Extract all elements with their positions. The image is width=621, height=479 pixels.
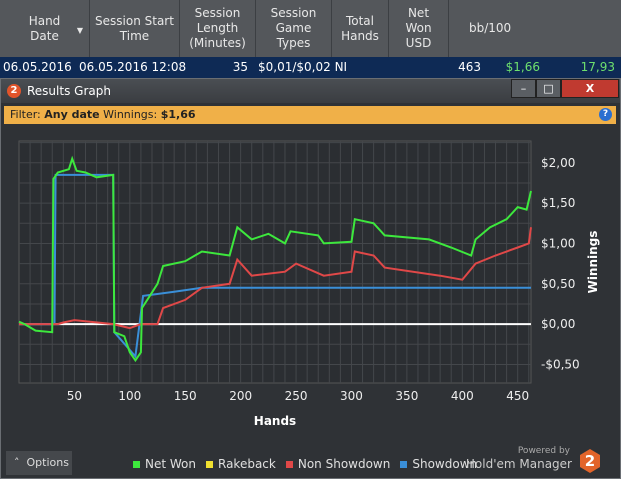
- col-total-hands[interactable]: Total Hands: [332, 0, 389, 57]
- legend-item[interactable]: Rakeback: [206, 457, 276, 471]
- series-line-showdown: [19, 173, 531, 359]
- series-line-net-won: [18, 155, 532, 363]
- legend-item[interactable]: Non Showdown: [285, 457, 390, 471]
- filter-bar: Filter: Any date Winnings: $1,66 ?: [4, 106, 616, 124]
- y-tick-label: $0,50: [541, 277, 575, 291]
- cell-total-hands: 463: [458, 60, 481, 74]
- cell-hand-date: 06.05.2016: [3, 60, 72, 74]
- col-session-start[interactable]: Session Start Time: [90, 0, 180, 57]
- legend-item[interactable]: Showdown: [400, 457, 477, 471]
- legend-swatch: [285, 461, 293, 468]
- window-title: Results Graph: [27, 84, 111, 98]
- hm2-brand-logo: 2: [580, 449, 600, 473]
- legend-item[interactable]: Net Won: [133, 457, 196, 471]
- minimize-button[interactable]: –: [511, 79, 536, 98]
- x-tick-label: 250: [285, 389, 308, 403]
- x-tick-label: 450: [506, 389, 529, 403]
- window-titlebar[interactable]: 2 Results Graph – □ X: [1, 79, 620, 103]
- x-tick-label: 300: [340, 389, 363, 403]
- series-line-non-showdown: [19, 227, 532, 330]
- x-tick-label: 200: [229, 389, 252, 403]
- y-tick-label: $1,50: [541, 196, 575, 210]
- brand-name: Hold'em Manager: [465, 457, 572, 471]
- maximize-button[interactable]: □: [536, 79, 561, 98]
- legend-swatch: [133, 461, 140, 468]
- caret-down-icon: ▼: [76, 26, 83, 35]
- close-button[interactable]: X: [561, 79, 619, 98]
- x-axis-label: Hands: [254, 414, 296, 428]
- col-hand-date[interactable]: Hand Date ▼: [0, 0, 90, 57]
- col-net-won[interactable]: Net Won USD: [389, 0, 449, 57]
- hm2-logo-icon: 2: [7, 84, 21, 98]
- cell-length: 35: [232, 60, 248, 74]
- x-tick-label: 50: [67, 389, 82, 403]
- y-axis-label: Winnings: [586, 231, 600, 294]
- x-tick-label: 150: [174, 389, 197, 403]
- y-tick-label: $0,00: [541, 317, 575, 331]
- results-graph-window: 2 Results Graph – □ X Filter: Any date W…: [0, 78, 621, 479]
- y-tick-label: $1,00: [541, 236, 575, 250]
- col-bb100[interactable]: bb/100: [469, 21, 512, 35]
- x-tick-label: 400: [451, 389, 474, 403]
- table-header: Hand Date ▼ Session Start Time Session Le…: [0, 0, 621, 57]
- plot-area: [18, 140, 532, 384]
- x-tick-label: 350: [395, 389, 418, 403]
- cell-game-types: $0,01/$0,02 NI: [258, 60, 348, 74]
- powered-by: Powered by: [517, 446, 570, 456]
- col-session-length[interactable]: Session Length (Minutes): [180, 0, 256, 57]
- chart-legend: Net Won Rakeback Non Showdown Showdown: [133, 457, 477, 471]
- x-tick-label: 100: [118, 389, 141, 403]
- help-icon[interactable]: ?: [599, 108, 612, 121]
- cell-bb100: 17,93: [580, 60, 615, 74]
- cell-start-time: 06.05.2016 12:08: [79, 60, 187, 74]
- options-button[interactable]: ˄ Options: [6, 451, 72, 475]
- y-tick-label: $2,00: [541, 156, 575, 170]
- legend-swatch: [206, 461, 213, 468]
- col-game-types[interactable]: Session Game Types: [256, 0, 332, 57]
- legend-swatch: [400, 461, 408, 468]
- results-chart: 50 100 150 200 250 300 350 400 450 $2,00 $1,50 $1,0…: [18, 140, 600, 428]
- chevron-up-icon: ˄: [14, 456, 20, 469]
- y-tick-label: -$0,50: [541, 357, 580, 371]
- cell-net-won: $1,66: [505, 60, 540, 74]
- table-row[interactable]: 06.05.2016 06.05.2016 12:08 35 $0,01/$0,…: [0, 57, 621, 78]
